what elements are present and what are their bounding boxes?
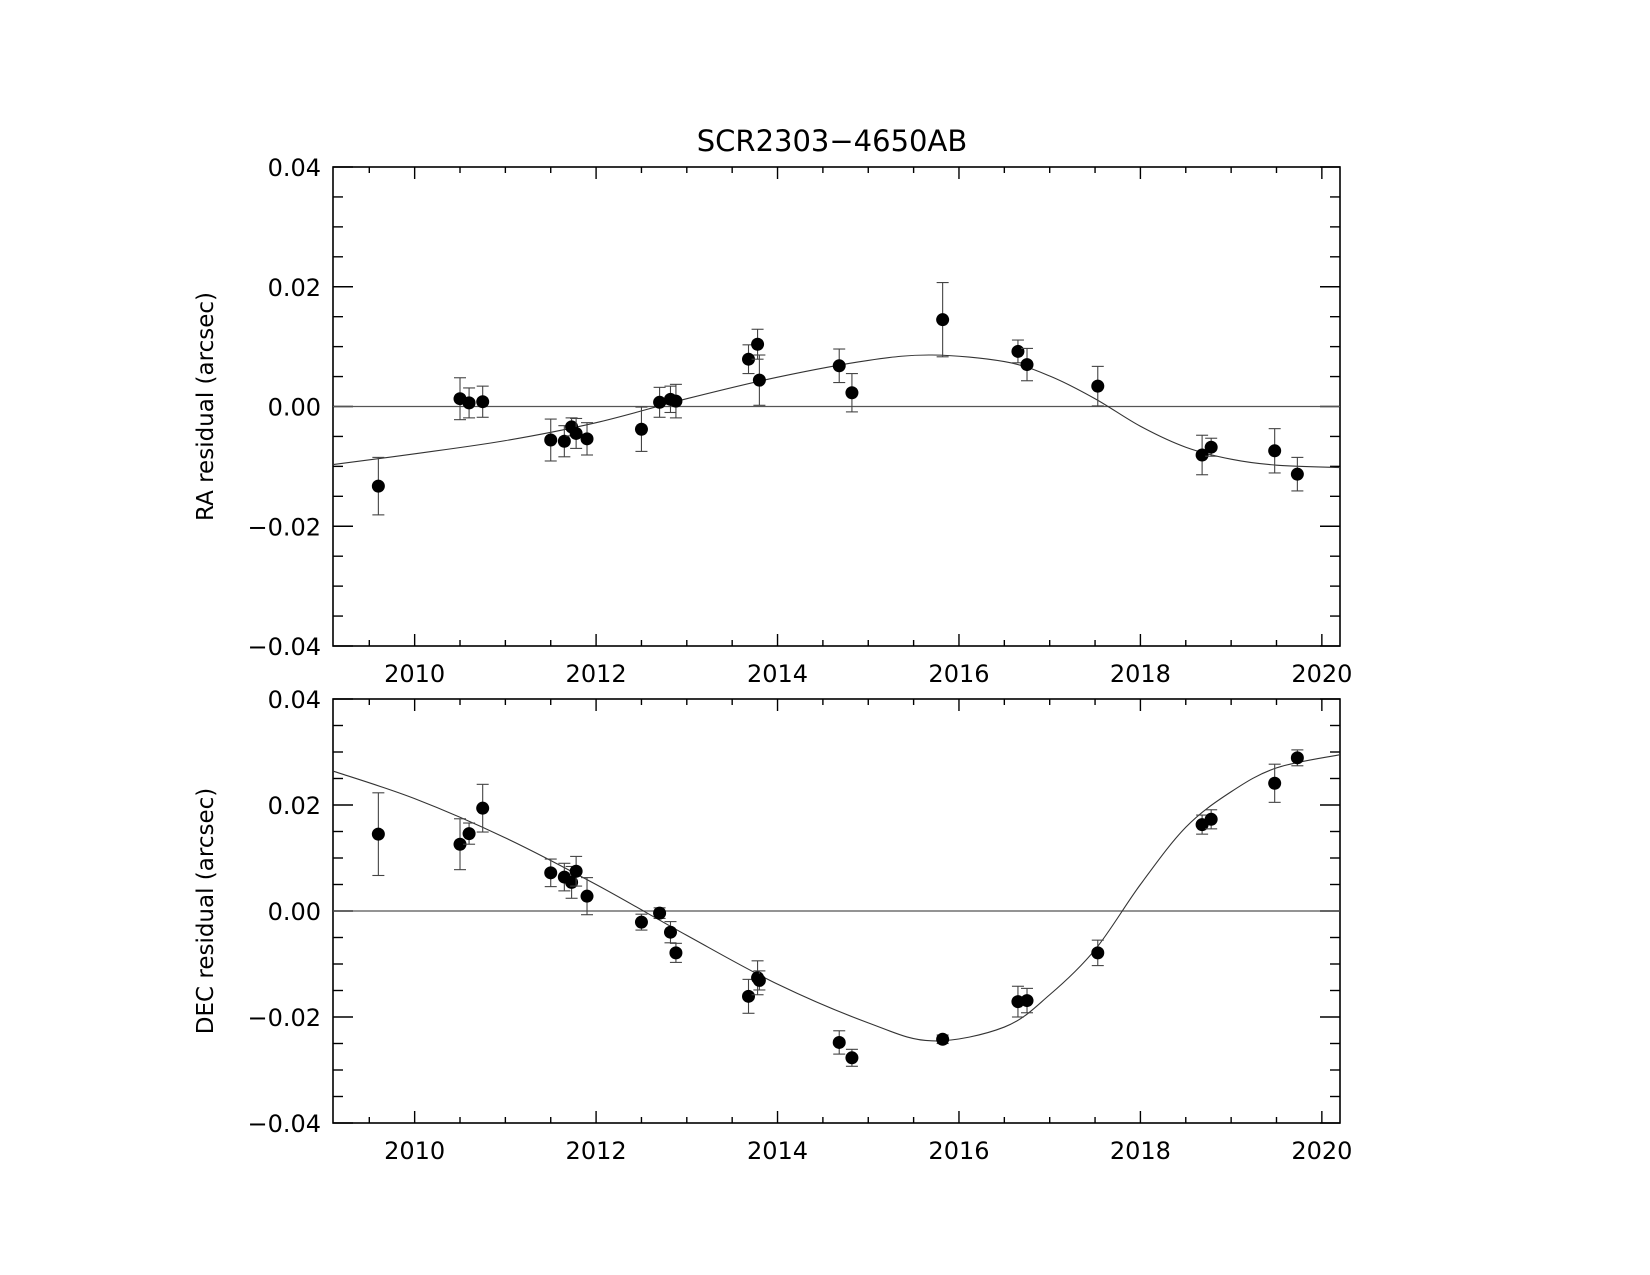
dec-y-tick-label: 0.04 xyxy=(268,686,321,714)
dec-x-tick-label: 2018 xyxy=(1110,1137,1171,1165)
ra-x-tick-label: 2018 xyxy=(1110,660,1171,688)
chart-title: SCR2303−4650AB xyxy=(697,124,967,158)
ra-data-point xyxy=(1020,358,1034,372)
ra-data-point xyxy=(936,313,950,327)
ra-x-tick-label: 2010 xyxy=(384,660,445,688)
ra-data-points xyxy=(371,282,1304,516)
dec-x-tick-label: 2020 xyxy=(1291,1137,1352,1165)
dec-data-point xyxy=(1091,946,1105,960)
dec-data-point xyxy=(634,915,648,929)
ra-x-tick-label: 2020 xyxy=(1291,660,1352,688)
ra-data-point xyxy=(653,395,667,409)
dec-data-point xyxy=(1290,751,1304,765)
ra-y-tick-label: −0.04 xyxy=(247,633,321,661)
ra-fit-curve xyxy=(332,354,1341,469)
ra-x-tick-label: 2012 xyxy=(566,660,627,688)
dec-data-point xyxy=(453,837,467,851)
ra-data-point xyxy=(371,479,385,493)
dec-y-tick-label: 0.00 xyxy=(268,898,321,926)
dec-data-point xyxy=(742,989,756,1003)
dec-x-tick-label: 2012 xyxy=(566,1137,627,1165)
ra-panel: 0.04 0.02 0.00 −0.02 −0.04 2010 2012 201… xyxy=(193,154,1352,688)
ra-data-point xyxy=(1195,448,1209,462)
ra-data-point xyxy=(742,352,756,366)
dec-data-point xyxy=(476,801,490,815)
ra-ticks xyxy=(333,166,1340,647)
dec-data-point xyxy=(544,866,558,880)
ra-data-point xyxy=(544,433,558,447)
ra-data-point xyxy=(845,386,859,400)
ra-data-point xyxy=(476,395,490,409)
dec-y-tick-label: −0.02 xyxy=(247,1004,321,1032)
ra-x-tick-labels: 2010 2012 2014 2016 2018 2020 xyxy=(384,660,1352,688)
ra-y-tick-label: 0.04 xyxy=(268,154,321,182)
dec-data-point xyxy=(1020,994,1034,1008)
dec-data-point xyxy=(1268,776,1282,790)
dec-x-tick-label: 2014 xyxy=(747,1137,808,1165)
dec-y-tick-labels: 0.04 0.02 0.00 −0.02 −0.04 xyxy=(247,686,321,1138)
dec-data-points xyxy=(371,749,1304,1067)
dec-data-point xyxy=(669,946,683,960)
ra-data-point xyxy=(634,422,648,436)
dec-ticks xyxy=(333,698,1340,1124)
dec-y-tick-label: −0.04 xyxy=(247,1110,321,1138)
dec-fit-curve xyxy=(332,754,1341,1042)
dec-x-tick-label: 2010 xyxy=(384,1137,445,1165)
dec-y-tick-label: 0.02 xyxy=(268,792,321,820)
ra-data-point xyxy=(557,434,571,448)
ra-data-point xyxy=(832,359,846,373)
ra-data-point xyxy=(1268,444,1282,458)
ra-x-tick-label: 2014 xyxy=(747,660,808,688)
ra-y-tick-label: 0.02 xyxy=(268,274,321,302)
ra-y-tick-label: −0.02 xyxy=(247,513,321,541)
dec-y-axis-label: DEC residual (arcsec) xyxy=(193,788,219,1034)
ra-data-point xyxy=(580,432,594,446)
dec-data-point xyxy=(1204,812,1218,826)
dec-data-point xyxy=(845,1051,859,1065)
ra-data-point xyxy=(751,337,765,351)
ra-data-point xyxy=(669,394,683,408)
ra-data-point xyxy=(752,373,766,387)
ra-data-point xyxy=(1011,344,1025,358)
dec-panel: 0.04 0.02 0.00 −0.02 −0.04 2010 2012 201… xyxy=(193,686,1352,1165)
dec-data-point xyxy=(653,906,667,920)
dec-x-tick-label: 2016 xyxy=(928,1137,989,1165)
ra-y-tick-labels: 0.04 0.02 0.00 −0.02 −0.04 xyxy=(247,154,321,661)
dec-x-tick-labels: 2010 2012 2014 2016 2018 2020 xyxy=(384,1137,1352,1165)
ra-data-point xyxy=(1290,467,1304,481)
ra-data-point xyxy=(1204,440,1218,454)
dec-data-point xyxy=(832,1035,846,1049)
dec-data-point xyxy=(462,827,476,841)
ra-data-point xyxy=(569,426,583,440)
ra-data-point xyxy=(462,396,476,410)
ra-y-axis-label: RA residual (arcsec) xyxy=(193,292,219,521)
dec-data-point xyxy=(752,973,766,987)
ra-y-tick-label: 0.00 xyxy=(268,394,321,422)
dec-data-point xyxy=(371,827,385,841)
dec-data-point xyxy=(580,889,594,903)
dec-data-point xyxy=(936,1032,950,1046)
ra-data-point xyxy=(1091,379,1105,393)
dec-data-point xyxy=(663,925,677,939)
ra-x-tick-label: 2016 xyxy=(928,660,989,688)
dec-data-point xyxy=(569,864,583,878)
